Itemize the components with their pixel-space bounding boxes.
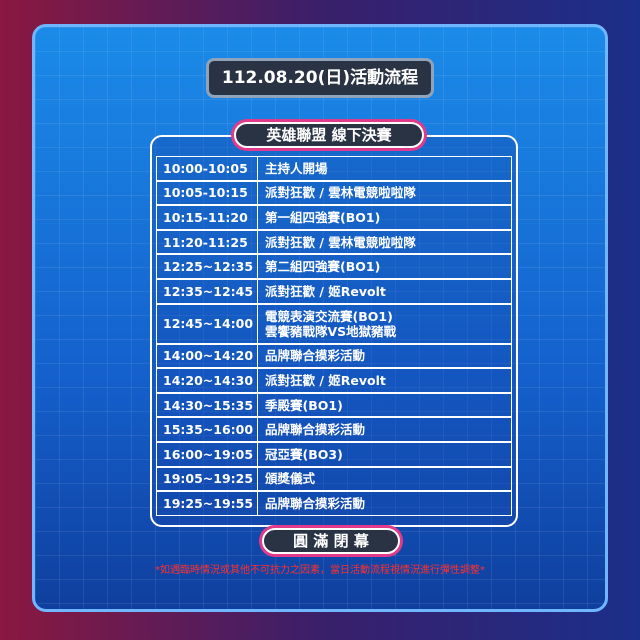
schedule-row: 15:35~16:00 品牌聯合摸彩活動 xyxy=(156,417,512,442)
event-line: 主持人開場 xyxy=(265,160,328,176)
event: 品牌聯合摸彩活動 xyxy=(265,345,365,368)
event-line: 派對狂歡 / 雲林電競啦啦隊 xyxy=(265,185,416,201)
divider xyxy=(257,206,258,229)
divider xyxy=(257,344,258,368)
event-line: 第一組四強賽(BO1) xyxy=(265,209,381,225)
event: 派對狂歡 / 姬Revolt xyxy=(265,369,386,392)
schedule-row: 12:45~14:00 電競表演交流賽(BO1) 雲饗豬戰隊VS地獄豬戰 xyxy=(156,303,512,344)
schedule-row: 19:25~19:55 品牌聯合摸彩活動 xyxy=(156,491,512,516)
event-line: 品牌聯合摸彩活動 xyxy=(265,348,366,364)
divider xyxy=(257,467,258,491)
schedule-row: 12:35~12:45 派對狂歡 / 姬Revolt xyxy=(156,279,512,304)
schedule-row: 10:05-10:15 派對狂歡 / 雲林電競啦啦隊 xyxy=(156,180,512,206)
event: 品牌聯合摸彩活動 xyxy=(265,418,365,441)
schedule-row: 11:20-11:25 派對狂歡 / 雲林電競啦啦隊 xyxy=(156,229,512,255)
divider xyxy=(257,418,258,441)
event-line: 派對狂歡 / 雲林電競啦啦隊 xyxy=(265,234,416,250)
event: 第一組四強賽(BO1) xyxy=(265,206,380,229)
divider xyxy=(257,443,258,466)
event: 頒獎儀式 xyxy=(265,468,315,491)
time: 14:30~15:35 xyxy=(163,397,254,413)
time: 10:15-11:20 xyxy=(163,209,248,225)
time: 19:05~19:25 xyxy=(163,471,254,487)
event: 主持人開場 xyxy=(265,157,328,180)
note: *如遇臨時情況或其他不可抗力之因素，當日活動流程視情況進行彈性調整* xyxy=(155,565,485,576)
time: 19:25~19:55 xyxy=(163,495,254,511)
divider xyxy=(257,157,258,180)
event-line: 頒獎儀式 xyxy=(265,471,316,487)
schedule-box xyxy=(150,135,518,527)
time: 16:00~19:05 xyxy=(163,446,254,462)
schedule-row: 10:15-11:20 第一組四強賽(BO1) xyxy=(156,205,512,230)
time: 12:35~12:45 xyxy=(163,283,254,299)
event-line: 第二組四強賽(BO1) xyxy=(265,259,381,275)
divider xyxy=(257,393,258,417)
event-line: 冠亞賽(BO3) xyxy=(265,446,343,462)
event: 派對狂歡 / 雲林電競啦啦隊 xyxy=(265,182,416,205)
divider xyxy=(257,255,258,278)
event: 派對狂歡 / 姬Revolt xyxy=(265,280,386,303)
event: 季殿賽(BO1) xyxy=(265,394,343,417)
time: 10:05-10:15 xyxy=(163,185,248,201)
schedule-row: 14:20~14:30 派對狂歡 / 姬Revolt xyxy=(156,368,512,393)
time: 14:20~14:30 xyxy=(163,372,254,388)
event: 電競表演交流賽(BO1) 雲饗豬戰隊VS地獄豬戰 xyxy=(265,305,396,343)
schedule-row: 14:00~14:20 品牌聯合摸彩活動 xyxy=(156,343,512,369)
divider xyxy=(257,230,258,254)
event-line: 品牌聯合摸彩活動 xyxy=(265,422,366,438)
title: 112.08.20(日)活動流程 xyxy=(206,58,434,98)
subtitle: 英雄聯盟 線下決賽 xyxy=(234,122,424,148)
event-line: 季殿賽(BO1) xyxy=(265,397,343,413)
event-line: 派對狂歡 / 姬Revolt xyxy=(265,283,386,299)
divider xyxy=(257,369,258,392)
event: 冠亞賽(BO3) xyxy=(265,443,343,466)
time: 12:25~12:35 xyxy=(163,259,254,275)
divider xyxy=(257,492,258,515)
schedule-row: 10:00-10:05 主持人開場 xyxy=(156,156,512,181)
schedule-row: 12:25~12:35 第二組四強賽(BO1) xyxy=(156,254,512,279)
divider xyxy=(257,280,258,303)
time: 10:00-10:05 xyxy=(163,160,248,176)
event: 第二組四強賽(BO1) xyxy=(265,255,380,278)
schedule-row: 14:30~15:35 季殿賽(BO1) xyxy=(156,392,512,418)
event-line: 電競表演交流賽(BO1) xyxy=(265,308,393,324)
schedule-row: 19:05~19:25 頒獎儀式 xyxy=(156,466,512,492)
event-line: 雲饗豬戰隊VS地獄豬戰 xyxy=(265,323,397,339)
schedule-row: 16:00~19:05 冠亞賽(BO3) xyxy=(156,442,512,467)
event-line: 派對狂歡 / 姬Revolt xyxy=(265,372,386,388)
time: 14:00~14:20 xyxy=(163,348,254,364)
divider xyxy=(257,181,258,205)
event-line: 品牌聯合摸彩活動 xyxy=(265,495,366,511)
time: 15:35~16:00 xyxy=(163,422,254,438)
divider xyxy=(257,304,258,343)
event: 品牌聯合摸彩活動 xyxy=(265,492,365,515)
closing: 圓 滿 閉 幕 xyxy=(262,528,400,554)
time: 12:45~14:00 xyxy=(163,316,254,332)
time: 11:20-11:25 xyxy=(163,234,248,250)
event: 派對狂歡 / 雲林電競啦啦隊 xyxy=(265,231,416,254)
